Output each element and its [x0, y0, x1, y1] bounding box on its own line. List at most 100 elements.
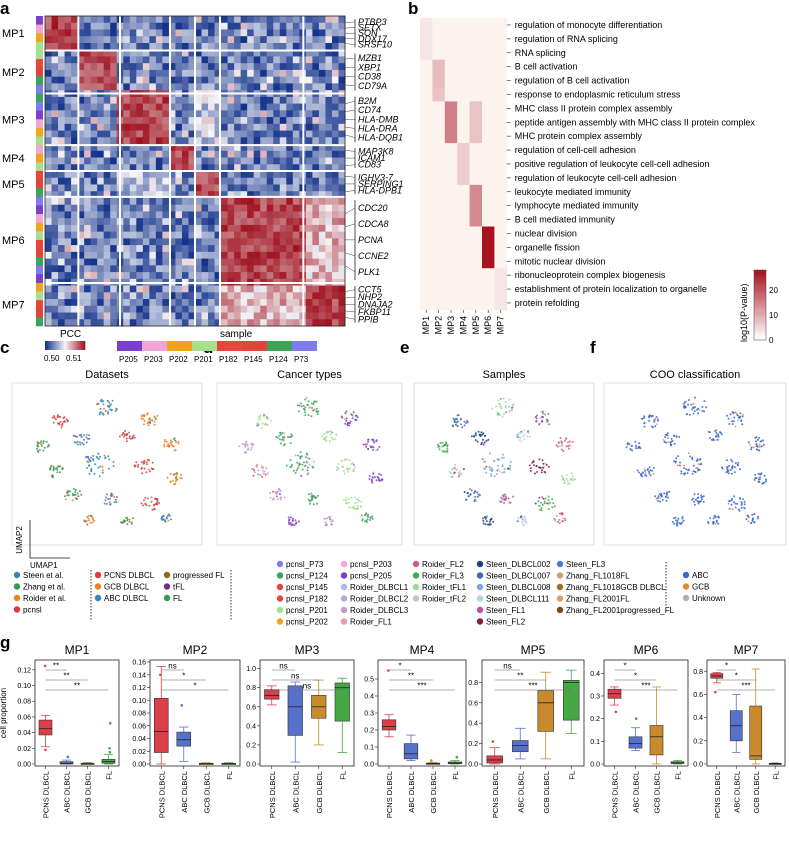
pcc-cell — [286, 224, 294, 233]
umap-point — [528, 464, 531, 467]
sample-strip-segment — [36, 308, 43, 318]
umap-point — [487, 438, 490, 441]
pcc-cell — [175, 69, 183, 78]
umap-point — [705, 406, 708, 409]
gene-label: FKBP11 — [358, 307, 391, 317]
pcc-cell — [58, 211, 65, 219]
pcc-cell — [214, 265, 222, 273]
sample-legend-e-label: Zhang_FL1018GCB DLBCL — [566, 583, 666, 592]
pcc-cell — [97, 137, 105, 145]
pcc-cell — [77, 16, 85, 24]
umap-point — [645, 474, 648, 477]
umap-point — [140, 502, 143, 505]
pcc-cell — [84, 177, 92, 185]
pcc-cell — [103, 319, 111, 327]
umap-point — [474, 439, 477, 442]
pcc-cell — [71, 272, 79, 280]
colorbar-swatch — [754, 326, 766, 328]
pcc-cell — [221, 197, 229, 206]
pcc-cell — [253, 312, 261, 320]
umap-point — [96, 403, 99, 406]
enrichment-cell — [469, 254, 483, 269]
pcc-cell — [110, 258, 118, 266]
pcc-cell — [58, 204, 65, 212]
pcc-cell — [77, 137, 85, 145]
umap-point — [308, 463, 311, 466]
pcc-cell — [201, 123, 209, 131]
pcc-cell — [279, 164, 287, 172]
umap-point — [508, 467, 511, 470]
pcc-cell — [325, 177, 333, 185]
pcc-cell — [175, 319, 183, 327]
umap-point — [474, 434, 477, 437]
pcc-cell — [188, 204, 196, 212]
umap-point — [728, 423, 731, 425]
umap-point — [484, 523, 487, 526]
pcc-cell — [273, 312, 281, 320]
pcc-cell — [338, 103, 346, 111]
pcc-cell — [84, 191, 92, 199]
enrichment-cell — [494, 31, 508, 47]
pcc-cell — [175, 211, 183, 219]
pcc-cell — [279, 224, 287, 233]
umap-point — [304, 464, 307, 467]
sample-strip-segment — [36, 93, 43, 103]
pcc-cell — [84, 110, 92, 118]
pcc-cell — [90, 312, 98, 320]
umap-point — [164, 520, 167, 523]
pcc-cell — [208, 96, 215, 105]
pcc-cell — [181, 36, 189, 44]
pcc-cell — [208, 312, 215, 320]
pcc-cell — [77, 49, 85, 57]
sig-label: ** — [74, 682, 80, 691]
pcc-cell — [181, 197, 189, 206]
pcc-cell — [129, 171, 137, 179]
umap-point — [536, 471, 539, 473]
pcc-cell — [214, 292, 222, 300]
pcc-cell — [325, 191, 333, 199]
umap-point — [276, 498, 279, 501]
pcc-cell — [318, 29, 326, 37]
pcc-cell — [273, 319, 281, 327]
pcc-cell — [305, 299, 313, 307]
pcc-cell — [97, 36, 105, 44]
umap-point — [683, 405, 686, 408]
sample-legend-label: P205 — [119, 355, 138, 364]
umap-point — [175, 473, 178, 476]
pcc-cell — [45, 42, 52, 51]
pcc-cell — [168, 83, 176, 91]
pcc-cell — [266, 299, 274, 307]
pcc-cell — [155, 157, 163, 165]
pcc-cell — [58, 224, 65, 233]
umap-point — [297, 466, 300, 469]
sample-strip-segment — [36, 41, 43, 51]
pcc-cell — [247, 157, 255, 165]
sig-label: ns — [303, 682, 311, 691]
umap-point — [37, 445, 40, 448]
pcc-cell — [240, 285, 248, 293]
umap-point — [307, 400, 310, 403]
pcc-cell — [286, 177, 294, 185]
umap-point — [571, 475, 574, 478]
umap-point — [643, 468, 646, 471]
umap-point — [280, 442, 282, 445]
pcc-cell — [221, 144, 229, 152]
umap-point — [663, 440, 666, 443]
pcc-cell — [325, 117, 333, 125]
enrichment-cell — [457, 87, 470, 102]
pcc-cell — [188, 130, 196, 138]
umap-point — [315, 400, 318, 403]
pcc-cell — [64, 16, 72, 24]
umap-point — [537, 500, 540, 503]
pcc-cell — [331, 96, 339, 105]
y-tick-label: 0.12 — [17, 667, 31, 674]
pcc-cell — [188, 56, 196, 64]
pcc-cell — [331, 103, 339, 111]
umap-xlabel: UMAP1 — [30, 561, 58, 570]
pcc-cell — [227, 117, 235, 125]
umap-point — [453, 471, 456, 474]
umap-point — [523, 519, 526, 522]
pcc-cell — [292, 164, 300, 172]
umap-point — [279, 498, 282, 501]
pcc-cell — [149, 164, 157, 172]
